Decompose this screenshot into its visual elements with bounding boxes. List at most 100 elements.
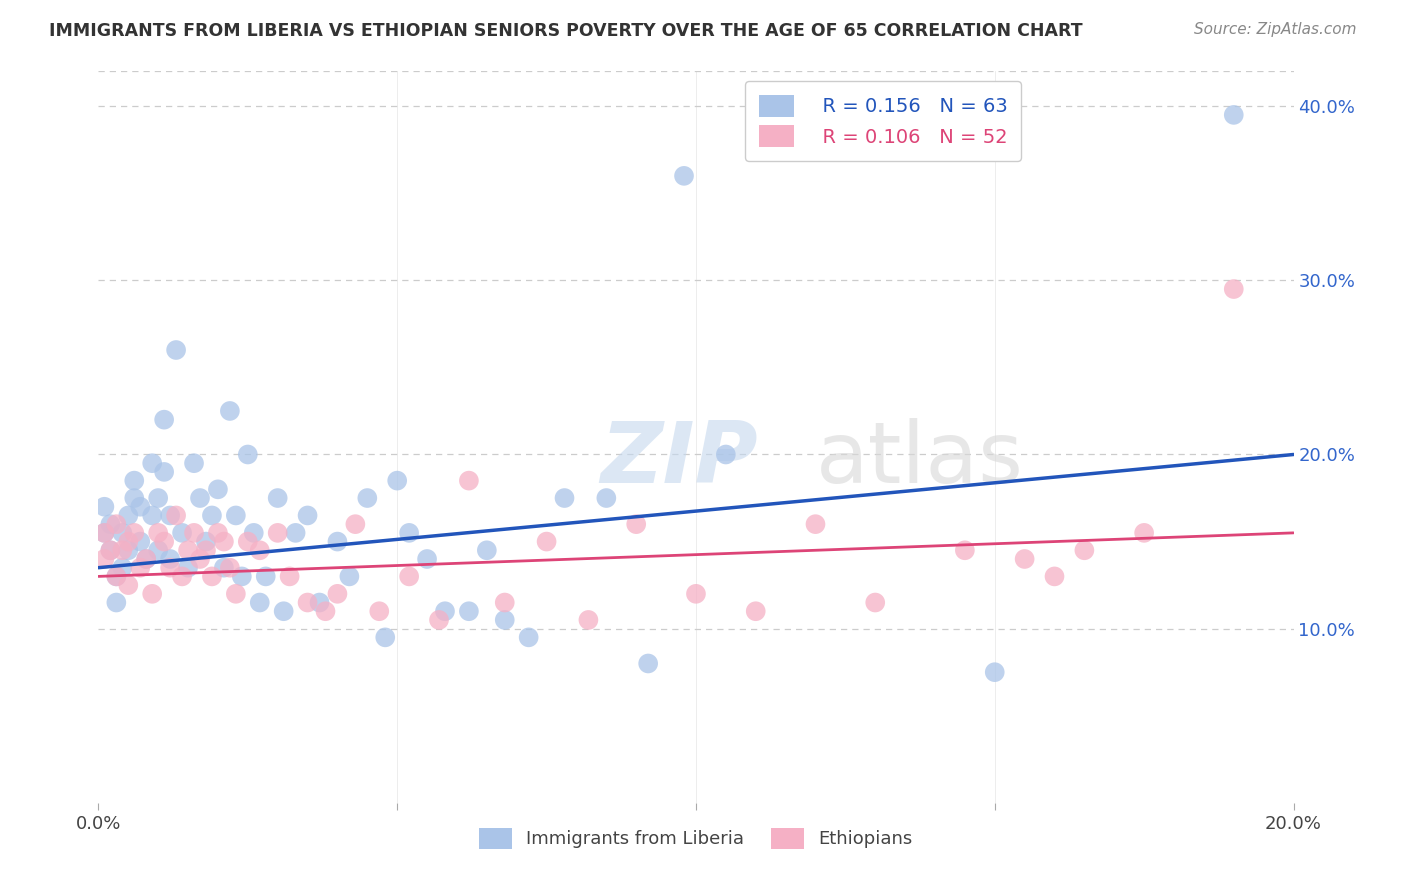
Point (308, 595, 330, 609)
Point (98, 517, 122, 532)
Point (148, 543, 170, 558)
Point (804, 517, 827, 532)
Point (111, 525, 134, 540)
Point (297, 595, 319, 609)
Point (159, 508, 181, 523)
Point (745, 604, 768, 618)
Point (165, 508, 187, 523)
Point (434, 604, 457, 618)
Point (165, 343, 187, 357)
Text: Source: ZipAtlas.com: Source: ZipAtlas.com (1194, 22, 1357, 37)
Point (267, 525, 290, 540)
Point (141, 587, 163, 601)
Point (554, 491, 576, 505)
Point (129, 500, 152, 514)
Point (1133, 525, 1156, 540)
Point (188, 552, 211, 566)
Point (231, 569, 253, 583)
Point (93, 500, 115, 514)
Point (172, 525, 194, 540)
Text: ZIP: ZIP (600, 417, 758, 500)
Point (111, 543, 134, 558)
Point (129, 560, 152, 574)
Legend: Immigrants from Liberia, Ethiopians: Immigrants from Liberia, Ethiopians (472, 821, 920, 856)
Point (273, 604, 295, 618)
Point (1014, 552, 1036, 566)
Point (1223, 108, 1246, 122)
Point (458, 474, 481, 488)
Point (236, 534, 259, 549)
Point (219, 560, 242, 574)
Point (105, 569, 128, 583)
Point (865, 595, 887, 609)
Point (714, 448, 737, 462)
Point (326, 534, 349, 549)
Point (374, 631, 396, 645)
Point (385, 474, 409, 488)
Point (105, 517, 128, 532)
Point (105, 595, 128, 609)
Point (1073, 543, 1095, 558)
Point (249, 543, 271, 558)
Point (243, 525, 266, 540)
Point (637, 657, 659, 671)
Point (398, 525, 420, 540)
Point (195, 534, 218, 549)
Point (153, 534, 176, 549)
Point (148, 525, 170, 540)
Point (219, 404, 242, 418)
Point (1043, 569, 1066, 583)
Point (225, 587, 247, 601)
Point (536, 534, 558, 549)
Point (141, 456, 163, 470)
Point (201, 569, 224, 583)
Point (195, 543, 218, 558)
Point (129, 534, 152, 549)
Point (595, 491, 617, 505)
Point (326, 587, 349, 601)
Point (278, 569, 301, 583)
Point (284, 525, 307, 540)
Point (685, 587, 707, 601)
Point (177, 560, 200, 574)
Point (141, 508, 163, 523)
Point (458, 604, 481, 618)
Point (98, 543, 122, 558)
Point (117, 543, 139, 558)
Point (254, 569, 277, 583)
Point (626, 517, 648, 532)
Point (315, 604, 337, 618)
Point (249, 595, 271, 609)
Point (201, 508, 224, 523)
Point (159, 552, 181, 566)
Point (124, 491, 146, 505)
Point (177, 543, 200, 558)
Point (135, 552, 157, 566)
Point (368, 604, 391, 618)
Point (398, 569, 420, 583)
Point (188, 491, 211, 505)
Point (117, 508, 139, 523)
Point (135, 552, 157, 566)
Point (153, 412, 176, 426)
Point (494, 613, 516, 627)
Point (517, 631, 540, 645)
Point (159, 560, 181, 574)
Point (356, 491, 378, 505)
Point (673, 169, 696, 183)
Point (339, 569, 361, 583)
Point (578, 613, 600, 627)
Point (183, 525, 205, 540)
Point (93, 525, 115, 540)
Point (984, 665, 1007, 680)
Point (153, 465, 176, 479)
Point (207, 525, 229, 540)
Point (344, 517, 367, 532)
Point (148, 491, 170, 505)
Point (111, 560, 134, 574)
Point (117, 578, 139, 592)
Point (93, 552, 115, 566)
Point (416, 552, 439, 566)
Text: atlas: atlas (815, 417, 1024, 500)
Point (494, 595, 516, 609)
